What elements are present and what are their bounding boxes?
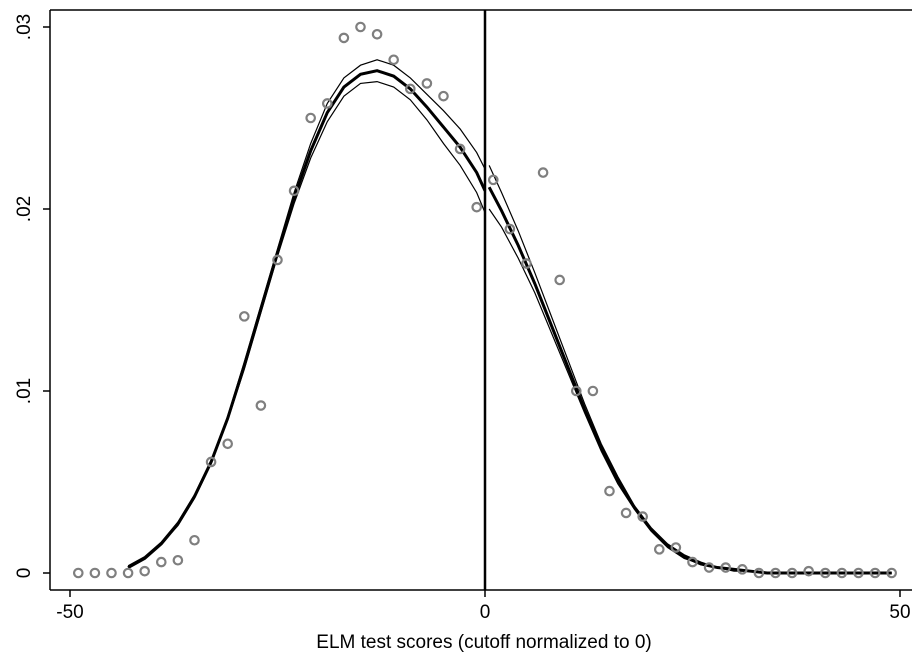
data-point	[139, 565, 150, 577]
data-point	[156, 556, 167, 568]
data-point	[355, 21, 366, 33]
data-point	[371, 28, 383, 40]
data-point	[886, 567, 897, 579]
data-point	[106, 567, 117, 579]
data-point	[670, 542, 682, 553]
data-point	[305, 112, 316, 124]
y-tick-label: 0	[14, 568, 35, 579]
data-point	[736, 564, 748, 575]
y-tick-label: .02	[14, 196, 35, 222]
fit-line-left	[127, 69, 487, 569]
data-point	[73, 567, 84, 579]
x-tick-label: 50	[889, 602, 910, 623]
data-point	[255, 400, 267, 411]
data-point	[338, 32, 350, 44]
data-point	[521, 258, 532, 269]
x-axis-title: ELM test scores (cutoff normalized to 0)	[316, 632, 651, 653]
fit-line-right	[487, 186, 892, 575]
data-point	[438, 90, 449, 102]
data-point	[189, 534, 200, 546]
data-point	[487, 174, 499, 186]
y-tick-label: .03	[14, 14, 35, 40]
data-point	[803, 565, 814, 577]
data-point	[388, 54, 399, 66]
data-point	[321, 98, 333, 109]
data-point	[653, 544, 665, 555]
data-point	[554, 274, 565, 286]
data-point	[720, 562, 731, 573]
data-point	[687, 556, 698, 568]
y-tick-label: .01	[14, 378, 35, 404]
data-point	[471, 201, 482, 213]
data-point	[122, 567, 134, 579]
data-point	[753, 567, 765, 579]
data-point	[786, 567, 798, 579]
data-point	[587, 385, 599, 397]
data-point	[853, 567, 864, 579]
fit-lines	[127, 59, 892, 575]
data-point	[637, 511, 648, 522]
data-point	[537, 167, 549, 178]
data-point	[205, 456, 217, 468]
x-tick-label: 0	[480, 602, 491, 623]
y-ticks: 0 .01 .02 .03	[14, 14, 50, 579]
x-tick-label: -50	[56, 602, 83, 623]
data-point	[222, 438, 233, 450]
data-point	[172, 554, 184, 566]
data-point	[570, 385, 582, 397]
data-point	[703, 562, 715, 573]
data-point	[421, 78, 433, 89]
x-ticks: -50 0 50	[56, 590, 911, 623]
data-point	[604, 485, 615, 497]
data-point	[272, 254, 283, 266]
data-point	[836, 567, 848, 579]
data-point	[620, 507, 632, 519]
data-point	[504, 223, 516, 235]
data-point	[869, 567, 881, 579]
data-point	[288, 185, 300, 197]
plot-frame	[49, 9, 912, 591]
data-point	[89, 567, 101, 579]
scatter-points	[73, 21, 897, 579]
data-point	[454, 143, 466, 155]
data-point	[239, 311, 250, 322]
data-point	[404, 83, 416, 95]
data-point	[770, 567, 781, 579]
data-point	[819, 567, 831, 579]
